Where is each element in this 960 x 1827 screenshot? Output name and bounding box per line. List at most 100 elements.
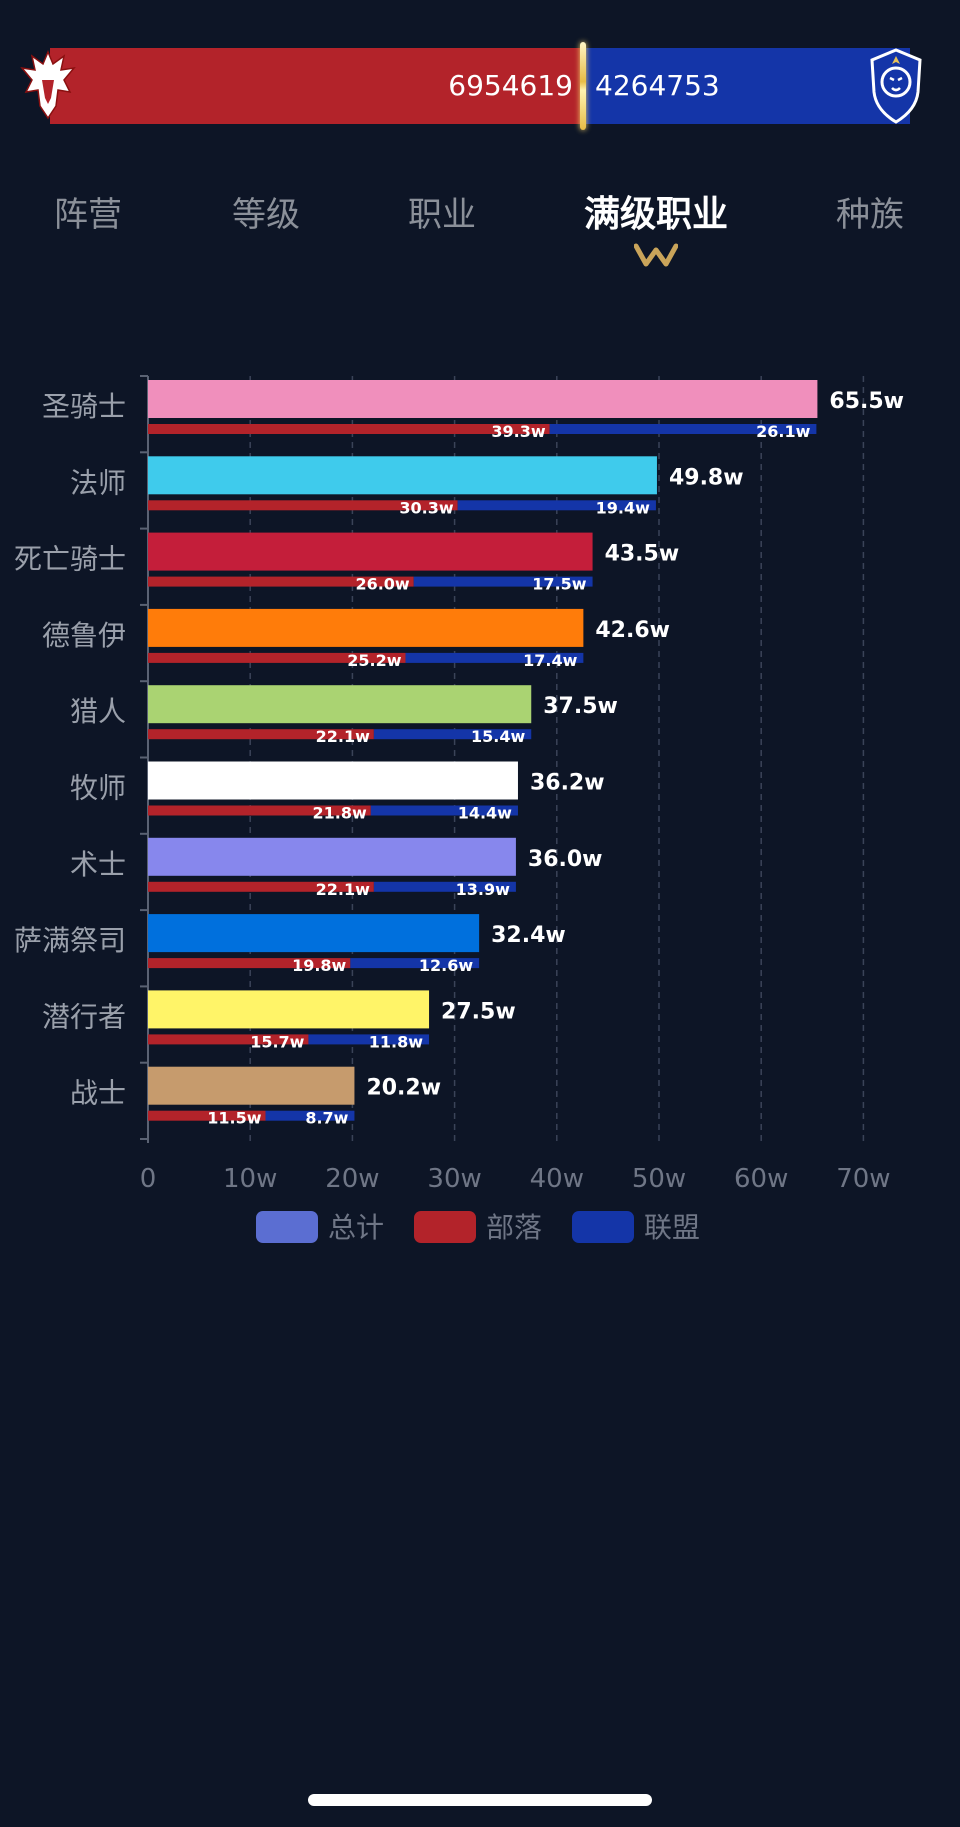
alliance-bar (373, 881, 516, 892)
alliance-bar (370, 805, 518, 816)
alliance-bar (413, 576, 593, 587)
total-value-label: 20.2w (366, 1076, 441, 1101)
horde-value-label: 19.8w (292, 956, 346, 975)
alliance-value-label: 19.4w (596, 498, 650, 517)
total-value-label: 43.5w (605, 542, 680, 567)
home-indicator[interactable] (308, 1794, 652, 1806)
alliance-bar (350, 958, 480, 969)
y-category-label: 死亡骑士 (14, 543, 126, 576)
tab-label: 等级 (232, 195, 300, 235)
total-bar (148, 685, 532, 724)
horde-bar (148, 805, 371, 816)
horde-emblem-icon (20, 46, 76, 126)
alliance-bar (308, 1034, 430, 1045)
alliance-value-label: 17.4w (523, 651, 577, 670)
x-tick-label: 30w (427, 1164, 481, 1190)
total-bar (148, 761, 518, 800)
horde-value-label: 15.7w (250, 1032, 304, 1051)
horde-value-label: 30.3w (399, 498, 453, 517)
faction-divider (580, 42, 586, 130)
horde-bar (148, 424, 550, 434)
category-tabs: 阵营 等级 职业 满级职业 种族 (0, 190, 960, 270)
alliance-bar (549, 424, 817, 434)
horde-segment: 6954619 (50, 48, 583, 124)
alliance-bar (405, 652, 584, 663)
horde-value-label: 25.2w (347, 651, 401, 670)
total-bar (148, 456, 657, 495)
legend-label: 总计 (328, 1211, 385, 1244)
y-category-label: 战士 (70, 1077, 126, 1110)
chart-legend: 总计 部落 联盟 (0, 1208, 960, 1248)
total-bar (148, 837, 516, 876)
alliance-value-label: 8.7w (305, 1109, 348, 1128)
legend-swatch (572, 1211, 634, 1243)
legend-swatch (414, 1211, 476, 1243)
horde-value-label: 11.5w (207, 1109, 261, 1128)
legend-swatch (256, 1211, 318, 1243)
y-category-label: 萨满祭司 (14, 924, 126, 957)
class-population-chart: 0 10w 20w 30w 40w 50w 60w 70w 圣骑士 65.5w 39.3w 26.1w… (14, 375, 904, 1190)
alliance-value-label: 12.6w (419, 956, 473, 975)
horde-value-label: 22.1w (316, 880, 370, 899)
total-bar (148, 532, 593, 571)
x-tick-label: 10w (223, 1164, 277, 1190)
alliance-total: 4264753 (595, 69, 720, 102)
horde-value-label: 26.0w (355, 575, 409, 594)
legend-label: 联盟 (644, 1211, 701, 1244)
alliance-segment: 4264753 (583, 48, 910, 124)
alliance-bar (373, 729, 532, 740)
horde-bar (148, 1110, 266, 1121)
y-category-label: 术士 (70, 848, 126, 881)
tab-faction[interactable]: 阵营 (0, 190, 178, 240)
tab-label: 种族 (836, 195, 904, 235)
alliance-value-label: 26.1w (756, 422, 810, 441)
alliance-bar (265, 1110, 355, 1121)
legend-label: 部落 (486, 1211, 543, 1244)
horde-value-label: 22.1w (316, 727, 370, 746)
tab-label: 满级职业 (583, 194, 728, 235)
y-category-label: 潜行者 (42, 1000, 126, 1033)
tab-level[interactable]: 等级 (176, 190, 356, 240)
total-value-label: 27.5w (441, 999, 516, 1024)
tab-label: 阵营 (54, 195, 122, 235)
horde-bar (148, 1034, 309, 1045)
horde-total: 6954619 (448, 69, 573, 102)
total-value-label: 42.6w (595, 618, 670, 643)
total-value-label: 65.5w (829, 389, 904, 414)
total-value-label: 49.8w (669, 465, 744, 490)
tab-class[interactable]: 职业 (352, 190, 532, 240)
horde-value-label: 39.3w (491, 422, 545, 441)
horde-bar (148, 729, 374, 740)
y-category-label: 法师 (70, 466, 126, 499)
y-category-label: 猎人 (70, 695, 126, 728)
total-value-label: 36.0w (528, 847, 603, 872)
alliance-value-label: 15.4w (471, 727, 525, 746)
total-bar (148, 914, 480, 953)
faction-comparison-bar: 6954619 4264753 (50, 42, 910, 130)
alliance-value-label: 11.8w (369, 1032, 423, 1051)
w-chevron-icon (634, 243, 678, 267)
y-category-label: 圣骑士 (42, 390, 126, 423)
total-value-label: 32.4w (491, 923, 566, 948)
alliance-value-label: 17.5w (532, 575, 586, 594)
tab-max-level-class[interactable]: 满级职业 (566, 190, 746, 267)
x-tick-label: 70w (836, 1164, 890, 1190)
tab-race[interactable]: 种族 (780, 190, 960, 240)
x-tick-label: 40w (530, 1164, 584, 1190)
x-tick-label: 60w (734, 1164, 788, 1190)
alliance-value-label: 14.4w (458, 804, 512, 823)
total-value-label: 36.2w (530, 771, 605, 796)
x-tick-label: 20w (325, 1164, 379, 1190)
horde-bar (148, 958, 351, 969)
total-bar (148, 608, 584, 647)
y-category-label: 德鲁伊 (42, 619, 126, 652)
total-value-label: 37.5w (543, 694, 618, 719)
x-tick-label: 0 (140, 1164, 157, 1190)
tab-label: 职业 (408, 195, 476, 235)
alliance-value-label: 13.9w (456, 880, 510, 899)
alliance-lion-emblem-icon (868, 46, 924, 126)
total-bar (148, 380, 818, 418)
y-category-label: 牧师 (70, 772, 126, 805)
total-bar (148, 990, 430, 1029)
horde-value-label: 21.8w (313, 804, 367, 823)
